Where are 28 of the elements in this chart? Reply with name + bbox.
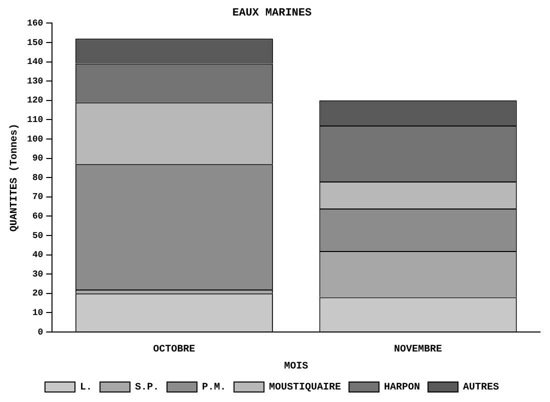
x-tick-label: NOVEMBRE	[394, 344, 442, 356]
y-tick-label: 30	[32, 269, 44, 280]
y-tick-label: 70	[32, 192, 44, 202]
y-tick-label: 60	[32, 211, 44, 222]
y-tick-label: 160	[27, 18, 44, 28]
y-tick-label: 0	[38, 327, 44, 338]
y-tick-label: 110	[27, 114, 44, 125]
y-tick-label: 20	[32, 288, 44, 299]
y-tick-label: 90	[32, 154, 44, 164]
legend-label: P.M.	[202, 382, 226, 394]
x-tick-label: OCTOBRE	[153, 344, 196, 356]
y-tick-label: 80	[32, 172, 44, 183]
y-tick-label: 150	[27, 38, 44, 48]
y-tick-label: 130	[27, 76, 44, 86]
y-tick-label: 10	[32, 308, 44, 318]
y-axis-title: QUANTITES (Tonnes)	[8, 124, 21, 232]
legend-label: S.P.	[134, 382, 159, 394]
chart-title: EAUX MARINES	[232, 7, 312, 20]
legend-label: L.	[80, 382, 92, 394]
legend-label: HARPON	[384, 382, 420, 394]
y-tick-label: 100	[27, 134, 44, 144]
y-tick-label: 140	[27, 57, 44, 68]
y-tick-label: 50	[32, 230, 44, 241]
x-axis-title: MOIS	[284, 362, 308, 373]
legend-label: AUTRES	[463, 382, 500, 394]
y-tick-label: 40	[32, 250, 44, 260]
y-tick-label: 120	[27, 96, 44, 106]
legend-label: MOUSTIQUAIRE	[268, 382, 342, 394]
